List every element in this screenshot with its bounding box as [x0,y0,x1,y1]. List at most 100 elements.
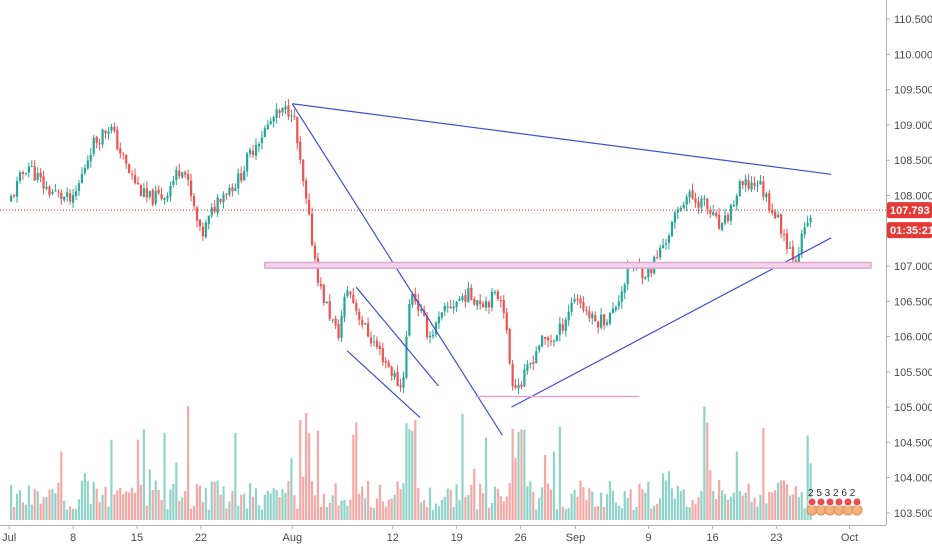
candle-body [647,268,650,278]
volume-bar [597,506,600,520]
x-tick-label: 26 [515,532,527,544]
candle-body [337,324,340,339]
volume-bar [260,509,263,520]
volume-bar [458,500,461,520]
candle-body [343,296,346,318]
candle-body [139,185,143,196]
candle-body [694,198,697,203]
volume-bar [709,469,712,520]
volume-bar [405,423,408,520]
candle-body [364,323,367,325]
candle-body [597,321,600,328]
volume-bar [573,489,576,520]
volume-bar [455,484,458,520]
volume-bar [393,494,396,520]
candle-body [198,219,202,227]
candle-body [567,311,570,321]
volume-bar [759,494,762,520]
candle-body [673,212,676,223]
channel-lower-line[interactable] [346,350,421,419]
upper-trendline[interactable] [292,103,832,175]
volume-bar [240,494,243,520]
volume-bar [178,501,181,520]
volume-bar [605,494,609,520]
volume-bar [762,428,765,520]
volume-bar [653,505,656,520]
x-tick-label: 23 [770,532,782,544]
volume-bar [151,490,154,520]
volume-bar [600,492,603,520]
volume-bar [688,507,691,520]
volume-bar [119,487,122,520]
candle-body [361,319,364,326]
volume-bar [30,504,33,520]
y-tick-label: 106.500 [894,296,932,308]
volume-bar [387,499,390,520]
volume-bar [95,488,98,520]
candle-body [809,217,812,223]
candle-body [555,335,558,341]
volume-bar [679,491,682,520]
candle-body [222,194,225,203]
volume-bar [535,509,538,520]
candle-body [399,385,402,388]
volume-bar [396,481,399,520]
volume-bar [774,490,777,520]
volume-bar [482,493,485,520]
volume-bar [712,490,715,520]
candle-body [66,192,69,197]
candle-body [626,265,629,285]
volume-bars [10,406,812,520]
candle-body [591,313,594,319]
price-axis[interactable] [886,0,932,550]
falling-trendline[interactable] [291,103,503,436]
volume-bar [366,480,370,520]
volume-bar [69,506,72,520]
volume-bar [136,439,140,520]
candle-body [83,168,86,174]
candle-body [349,291,352,295]
volume-bar [467,494,470,520]
volume-bar [310,481,314,520]
channel-upper-line[interactable] [355,286,439,387]
candle-body [526,364,529,371]
event-flag-icon[interactable] [852,497,862,507]
volume-bar [508,483,511,520]
volume-bar [154,480,157,520]
y-tick-label: 103.500 [894,508,932,520]
volume-bar [697,497,700,520]
volume-bar [322,493,325,520]
candle-body [51,191,54,194]
candle-body [806,222,809,226]
volume-bar [237,505,240,520]
candle-body [502,300,505,313]
volume-bar [750,501,753,520]
candle-body [452,306,455,309]
volume-bar [470,485,473,520]
event-flag-icon[interactable] [807,497,817,507]
event-flag-icon[interactable] [816,497,826,507]
volume-bar [222,486,225,520]
event-flag-icon[interactable] [843,497,853,507]
volume-bar [788,495,792,520]
candle-body [184,172,187,175]
candle-body [493,292,497,294]
volume-bar [54,493,57,520]
event-flag-icon[interactable] [825,497,835,507]
candle-body [178,170,181,177]
candle-body [715,213,718,216]
candle-body [753,182,756,186]
candle-body [659,247,662,258]
candle-body [151,189,154,205]
candle-body [225,193,228,195]
volume-bar [346,505,349,520]
candle-body [779,214,783,234]
volume-bar [753,497,756,520]
candle-body [86,160,89,169]
support-zone[interactable] [264,261,872,269]
candle-body [529,363,532,365]
candle-body [720,222,724,230]
event-flag-icon[interactable] [834,497,844,507]
